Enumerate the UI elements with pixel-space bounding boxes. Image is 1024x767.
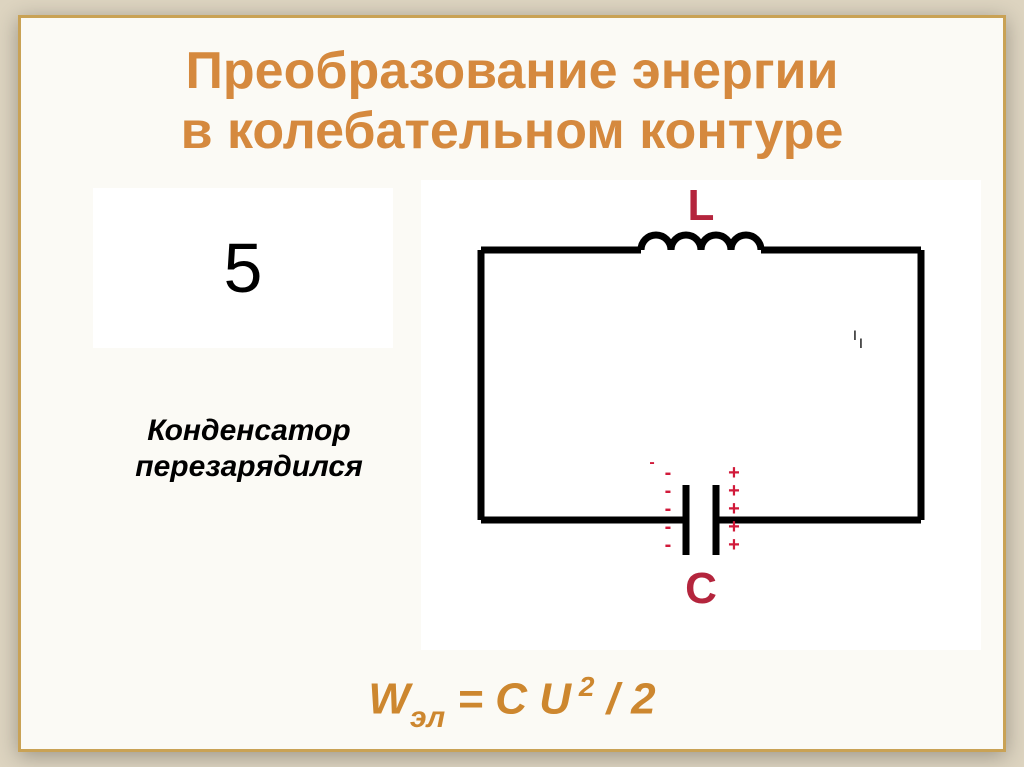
svg-text:L: L	[688, 181, 715, 230]
step-number: 5	[224, 228, 263, 308]
svg-text:-: -	[649, 454, 654, 471]
formula-W: W	[368, 674, 410, 723]
formula-sub: эл	[410, 701, 445, 734]
circuit-diagram: LCII------+++++	[421, 180, 981, 650]
formula-sup: 2	[571, 671, 594, 702]
formula-tail: / 2	[594, 674, 655, 723]
caption: Конденсатор перезарядился	[79, 413, 419, 485]
svg-text:+: +	[728, 534, 740, 556]
formula-eq: = C U	[445, 674, 571, 723]
title-line1: Преобразование энергии	[186, 42, 839, 100]
step-number-box: 5	[93, 188, 393, 348]
svg-text:I: I	[853, 327, 857, 343]
svg-text:C: C	[685, 564, 717, 613]
svg-text:I: I	[859, 335, 863, 351]
formula: Wэл = C U 2 / 2	[21, 673, 1003, 731]
caption-line1: Конденсатор	[147, 414, 350, 447]
slide-frame: Преобразование энергии в колебательном к…	[18, 15, 1006, 752]
caption-line2: перезарядился	[135, 450, 363, 483]
slide-title: Преобразование энергии в колебательном к…	[21, 42, 1003, 162]
title-line2: в колебательном контуре	[181, 102, 844, 160]
circuit-svg: LCII------+++++	[421, 180, 981, 650]
svg-text:-: -	[665, 534, 672, 556]
